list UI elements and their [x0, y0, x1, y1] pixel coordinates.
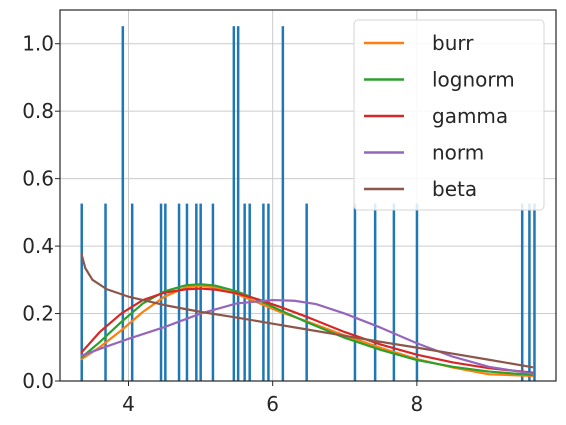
- y-axis-ticks: 0.0 0.2 0.4 0.6 0.8 1.0: [22, 32, 60, 393]
- y-tick-label-3: 0.6: [22, 167, 54, 191]
- histogram-bar-25: [533, 203, 536, 381]
- histogram-bar-0: [80, 203, 83, 381]
- y-tick-label-4: 0.8: [22, 99, 54, 123]
- legend-label-gamma: gamma: [432, 104, 508, 128]
- histogram-bar-20: [373, 203, 377, 381]
- series-line-beta: [80, 253, 534, 369]
- histogram-bar-14: [248, 203, 251, 381]
- y-tick-label-2: 0.4: [22, 234, 54, 258]
- histogram-bar-13: [243, 203, 246, 381]
- legend-box: [353, 19, 545, 211]
- y-tick-label-1: 0.2: [22, 302, 54, 326]
- histogram-bar-18: [305, 203, 308, 381]
- x-tick-label-0: 4: [122, 392, 135, 416]
- x-axis-ticks: 4 6 8: [122, 381, 423, 416]
- histogram-bar-17: [281, 26, 285, 382]
- legend-label-beta: beta: [432, 177, 477, 201]
- histogram-bar-19: [353, 203, 357, 381]
- histogram-bar-12: [236, 26, 240, 382]
- histogram-bar-9: [199, 203, 202, 381]
- histogram-bar-7: [185, 203, 189, 381]
- histogram-bar-2: [121, 26, 125, 382]
- histogram-bar-8: [195, 203, 198, 381]
- legend-label-burr: burr: [432, 31, 474, 55]
- histogram-bar-23: [520, 203, 524, 381]
- legend-label-norm: norm: [432, 141, 484, 165]
- histogram-bar-24: [528, 203, 531, 381]
- fit-lines: [80, 253, 534, 378]
- histogram-bar-15: [262, 203, 265, 381]
- plot-frame: [59, 9, 557, 382]
- legend: burr lognorm gamma norm beta: [353, 19, 545, 211]
- histogram-bar-6: [177, 203, 181, 381]
- histogram-bar-3: [130, 203, 134, 381]
- x-tick-label-2: 8: [410, 392, 423, 416]
- x-tick-label-1: 6: [266, 392, 279, 416]
- histogram-bar-16: [267, 203, 270, 381]
- series-line-gamma: [80, 287, 534, 374]
- histogram-bar-21: [392, 203, 396, 381]
- legend-label-lognorm: lognorm: [432, 68, 515, 92]
- histogram-bar-22: [415, 203, 419, 381]
- y-tick-label-5: 1.0: [22, 32, 54, 56]
- y-tick-label-0: 0.0: [22, 369, 54, 393]
- histogram-bar-10: [211, 203, 215, 381]
- histogram-bar-1: [104, 203, 107, 381]
- histogram-bar-11: [232, 26, 236, 382]
